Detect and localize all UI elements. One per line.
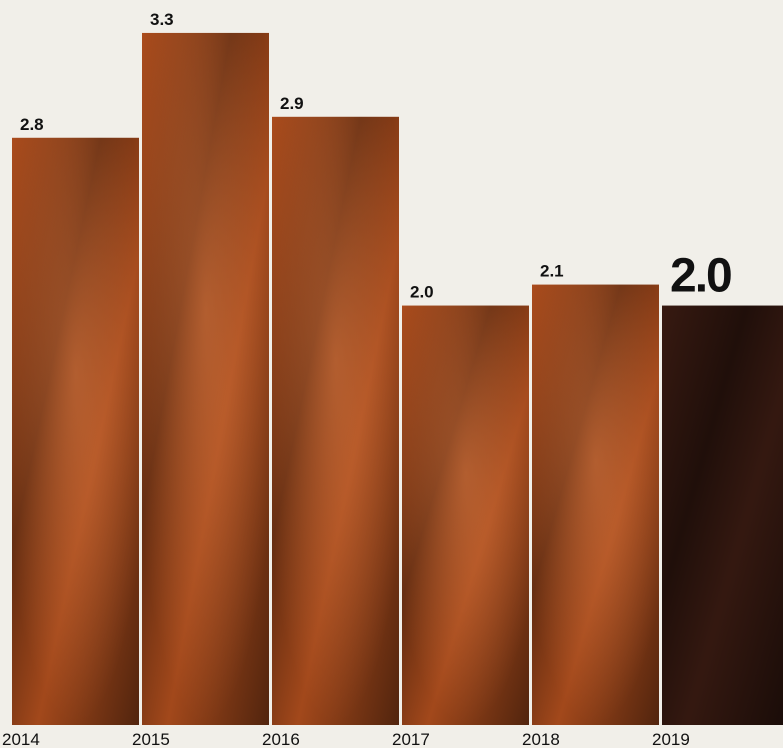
x-tick-label: 2014 — [2, 730, 40, 748]
value-label: 2.9 — [280, 94, 304, 113]
x-tick-label: 2016 — [262, 730, 300, 748]
value-label: 2.1 — [540, 262, 564, 281]
bar-glow — [142, 32, 269, 725]
value-label: 3.3 — [150, 10, 174, 29]
bar-glow — [402, 305, 529, 725]
bar-glow — [272, 116, 399, 726]
bar-texture — [662, 305, 783, 725]
x-tick-label: 2018 — [522, 730, 560, 748]
value-label: 2.8 — [20, 115, 44, 134]
bar-glow — [532, 284, 659, 725]
value-label: 2.0 — [670, 250, 731, 303]
bar-glow — [12, 137, 139, 726]
x-tick-label: 2015 — [132, 730, 170, 748]
x-tick-label: 2017 — [392, 730, 430, 748]
value-label: 2.0 — [410, 283, 434, 302]
x-tick-label: 2019 — [652, 730, 690, 748]
